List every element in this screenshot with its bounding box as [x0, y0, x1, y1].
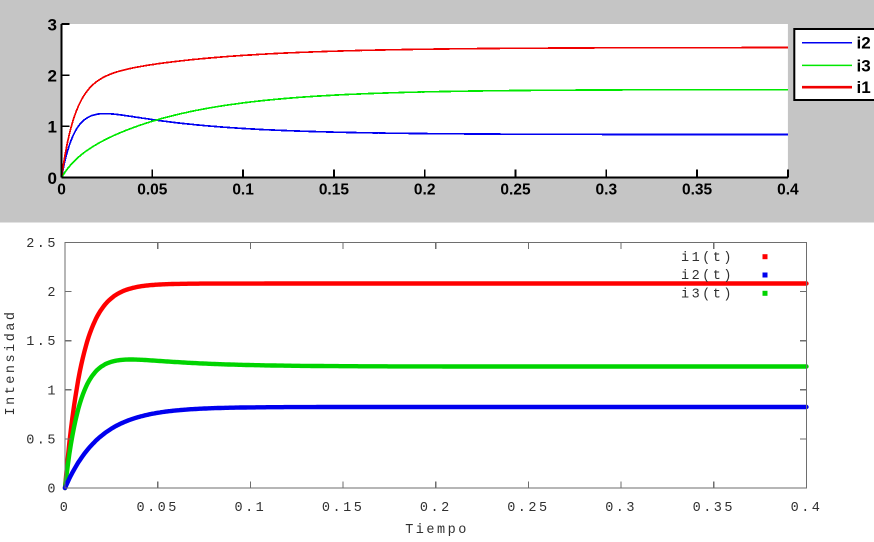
svg-text:0.3: 0.3	[605, 501, 637, 516]
svg-text:0.4: 0.4	[777, 182, 799, 199]
svg-text:0.5: 0.5	[26, 433, 58, 448]
svg-text:0.05: 0.05	[137, 182, 168, 199]
svg-text:0.1: 0.1	[234, 501, 266, 516]
svg-text:1: 1	[47, 384, 58, 399]
svg-text:i2(t): i2(t)	[681, 269, 734, 284]
svg-text:Tiempo: Tiempo	[405, 523, 469, 538]
svg-text:2: 2	[48, 67, 57, 86]
svg-text:0.3: 0.3	[596, 182, 618, 199]
svg-text:0: 0	[60, 501, 71, 516]
svg-text:2.5: 2.5	[26, 237, 58, 252]
svg-text:i1(t): i1(t)	[681, 251, 734, 266]
svg-text:0: 0	[47, 483, 58, 498]
svg-text:3: 3	[48, 15, 57, 34]
svg-text:0.05: 0.05	[136, 501, 178, 516]
svg-text:0.25: 0.25	[500, 182, 531, 199]
svg-text:0: 0	[57, 182, 66, 199]
svg-text:0.2: 0.2	[420, 501, 452, 516]
svg-text:0.15: 0.15	[319, 182, 350, 199]
svg-text:0.35: 0.35	[682, 182, 713, 199]
svg-text:0.25: 0.25	[507, 501, 549, 516]
svg-text:i3: i3	[857, 56, 871, 75]
svg-text:i3(t): i3(t)	[681, 287, 734, 302]
svg-text:0.1: 0.1	[232, 182, 254, 199]
svg-text:0: 0	[48, 169, 57, 188]
svg-text:0.35: 0.35	[693, 501, 735, 516]
svg-text:2: 2	[47, 286, 58, 301]
svg-text:i2: i2	[857, 34, 871, 53]
svg-text:1.5: 1.5	[26, 335, 58, 350]
svg-text:Intensidad: Intensidad	[4, 309, 19, 415]
svg-text:0.4: 0.4	[791, 501, 823, 516]
svg-text:0.2: 0.2	[414, 182, 436, 199]
svg-text:i1: i1	[857, 78, 871, 97]
svg-text:0.15: 0.15	[322, 501, 364, 516]
svg-text:1: 1	[48, 118, 57, 137]
